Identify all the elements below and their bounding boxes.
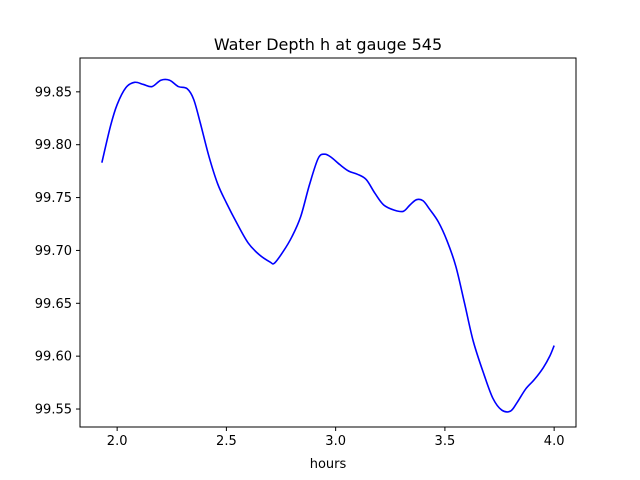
x-axis-label: hours xyxy=(310,457,347,472)
x-tick-label: 2.0 xyxy=(107,434,128,449)
x-tick-label: 3.5 xyxy=(435,434,456,449)
series-line xyxy=(101,78,555,413)
chart-title: Water Depth h at gauge 545 xyxy=(214,35,442,54)
y-tick-label: 99.55 xyxy=(35,403,72,418)
y-tick-label: 99.75 xyxy=(35,191,72,206)
y-tick-label: 99.65 xyxy=(35,297,72,312)
y-tick-label: 99.60 xyxy=(35,350,72,365)
x-tick-label: 2.5 xyxy=(216,434,237,449)
y-tick-label: 99.70 xyxy=(35,244,72,259)
x-tick-label: 3.0 xyxy=(325,434,346,449)
y-tick-label: 99.80 xyxy=(35,138,72,153)
plot-area-frame xyxy=(79,57,577,428)
y-axis: 99.55 99.60 99.65 99.70 99.75 99.80 99.85 xyxy=(35,85,80,418)
x-axis: 2.0 2.5 3.0 3.5 4.0 xyxy=(107,427,565,449)
x-tick-label: 4.0 xyxy=(544,434,565,449)
y-tick-label: 99.85 xyxy=(35,85,72,100)
series-layer xyxy=(101,78,555,413)
